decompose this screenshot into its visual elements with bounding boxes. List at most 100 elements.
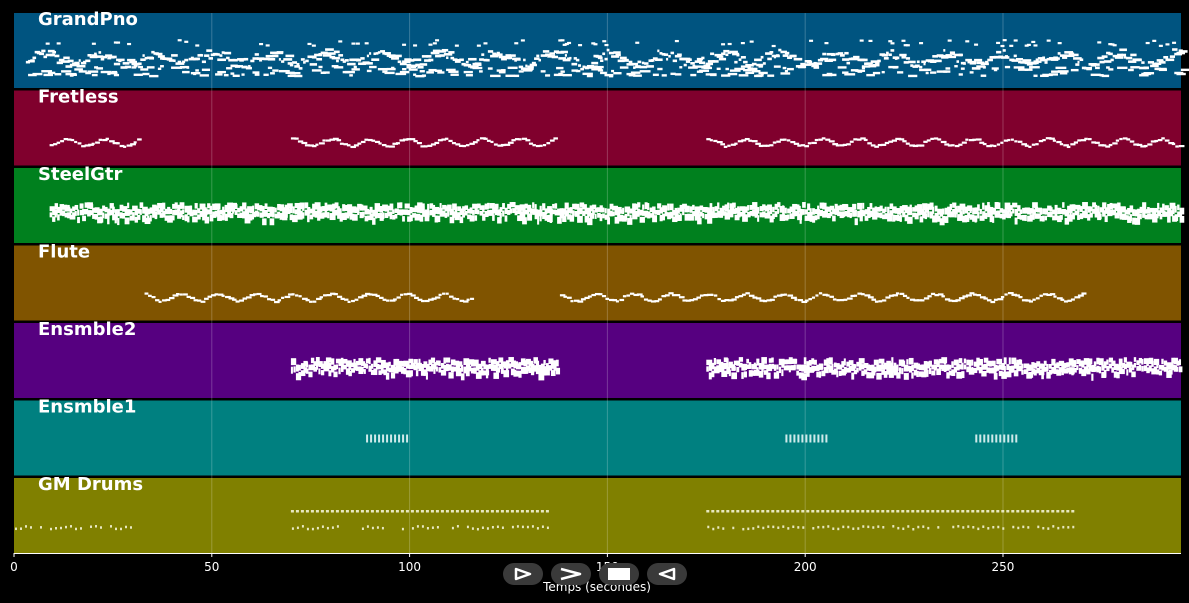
- note: [1055, 66, 1067, 70]
- note: [336, 525, 339, 528]
- note: [1141, 365, 1144, 372]
- note: [981, 510, 985, 513]
- note: [157, 209, 162, 215]
- note: [333, 66, 344, 69]
- note: [239, 299, 245, 302]
- note: [821, 363, 824, 370]
- note: [951, 299, 958, 303]
- note: [727, 72, 738, 76]
- note: [564, 54, 567, 57]
- note: [1168, 142, 1175, 145]
- note: [888, 294, 894, 297]
- note: [1118, 358, 1123, 366]
- note: [1163, 360, 1168, 366]
- note: [821, 137, 826, 140]
- note: [921, 371, 927, 378]
- note: [510, 368, 515, 376]
- playback-controls: [503, 563, 687, 585]
- note: [674, 213, 679, 219]
- note: [416, 142, 422, 145]
- note: [848, 366, 853, 371]
- note: [1015, 434, 1018, 443]
- note: [654, 209, 658, 215]
- note: [854, 218, 858, 226]
- note: [712, 60, 719, 63]
- note: [724, 204, 729, 212]
- note: [438, 293, 442, 296]
- note: [965, 138, 969, 141]
- note: [192, 209, 197, 216]
- note: [1077, 139, 1082, 142]
- note: [628, 74, 634, 77]
- note: [1108, 43, 1113, 46]
- note: [303, 367, 308, 373]
- note: [784, 214, 789, 221]
- play-forward-button[interactable]: [503, 563, 543, 585]
- note: [696, 57, 703, 61]
- note: [699, 69, 710, 72]
- note: [409, 138, 416, 141]
- note: [905, 44, 910, 47]
- note: [746, 358, 750, 364]
- stop-button[interactable]: [599, 563, 639, 585]
- note: [368, 365, 372, 372]
- note: [797, 299, 803, 302]
- note: [117, 217, 120, 226]
- note: [476, 63, 482, 66]
- note: [345, 368, 351, 375]
- note: [801, 300, 808, 304]
- note: [1034, 213, 1040, 219]
- note: [446, 56, 449, 60]
- note: [85, 71, 92, 75]
- note: [755, 142, 761, 145]
- note: [1010, 138, 1014, 141]
- note: [838, 364, 843, 370]
- note: [517, 215, 523, 222]
- note: [91, 73, 98, 77]
- note: [345, 510, 349, 513]
- note: [1051, 358, 1056, 366]
- note: [832, 298, 837, 301]
- note: [1172, 207, 1175, 215]
- note: [241, 73, 245, 76]
- note: [615, 300, 619, 303]
- note: [398, 360, 402, 366]
- note: [32, 72, 43, 76]
- note: [1132, 209, 1135, 217]
- note: [1003, 434, 1006, 443]
- note: [1127, 216, 1132, 223]
- note: [360, 367, 364, 372]
- note: [916, 370, 919, 378]
- note: [270, 51, 279, 55]
- note: [252, 211, 257, 218]
- note: [926, 361, 931, 369]
- note: [1097, 205, 1100, 213]
- note: [1056, 362, 1060, 369]
- note: [493, 372, 499, 379]
- note: [738, 295, 744, 298]
- rewind-button[interactable]: [647, 563, 687, 585]
- note: [767, 74, 775, 77]
- note: [688, 66, 698, 69]
- note: [993, 55, 999, 59]
- note: [174, 209, 180, 216]
- note: [1108, 357, 1114, 363]
- note: [375, 294, 380, 298]
- note: [311, 55, 317, 59]
- note: [311, 527, 314, 531]
- note: [738, 74, 749, 77]
- next-button[interactable]: [551, 563, 591, 585]
- note: [129, 60, 138, 64]
- note: [615, 53, 621, 57]
- note: [269, 209, 275, 217]
- note: [608, 51, 614, 55]
- note: [961, 362, 964, 370]
- note: [464, 210, 468, 216]
- note: [159, 207, 164, 213]
- note: [534, 212, 540, 220]
- note: [910, 64, 914, 67]
- note: [455, 143, 461, 146]
- note: [849, 207, 855, 213]
- note: [814, 215, 818, 221]
- note: [997, 210, 1001, 218]
